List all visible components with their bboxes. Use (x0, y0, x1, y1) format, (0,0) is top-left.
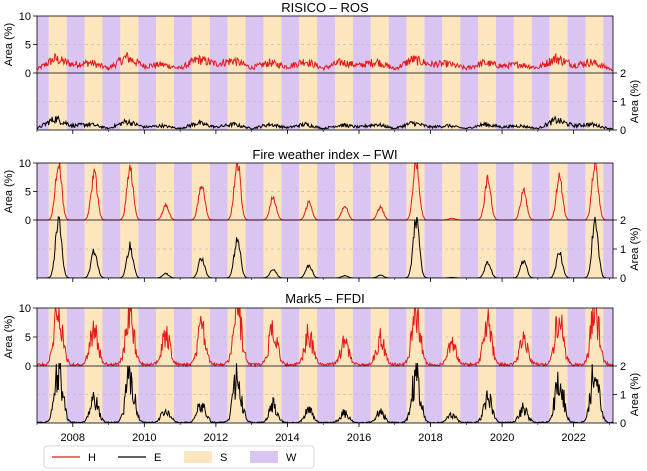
y-tick-label-left: 0 (25, 68, 31, 80)
series-H-line-2 (37, 308, 613, 368)
y-tick-label-right: 0 (620, 273, 626, 285)
y-tick-label-left: 10 (19, 303, 31, 315)
winter-band-lower-0-2020 (531, 73, 550, 130)
summer-band-lower-0-2020 (513, 73, 532, 130)
y-axis-label-right-0: Area (%) (629, 80, 641, 123)
x-tick-label-2020: 2020 (490, 432, 514, 444)
chart-title-2: Mark5 – FFDI (285, 291, 364, 306)
winter-band-upper-0-2021 (567, 16, 586, 73)
y-tick-label-left: 5 (25, 40, 31, 52)
y-tick-label-right: 2 (620, 215, 626, 227)
winter-band-upper-1-2020 (531, 163, 550, 220)
winter-band-upper-1-2019 (496, 163, 514, 220)
legend-label-W: W (286, 452, 297, 464)
winter-band-lower-0-2021 (567, 73, 586, 130)
legend-label-S: S (220, 452, 227, 464)
y-tick-label-right: 0 (620, 125, 626, 137)
chart-title-1: Fire weather index – FWI (252, 147, 397, 162)
winter-band-lower-1-2020 (531, 220, 550, 278)
y-tick-label-left: 5 (25, 332, 31, 344)
y-axis-label-right-2: Area (%) (629, 373, 641, 416)
winter-band-upper-2-2019 (496, 308, 514, 366)
legend-label-E: E (154, 452, 161, 464)
winter-band-upper-2-2020 (531, 308, 550, 366)
axis-frame-2 (36, 307, 614, 424)
winter-band-lower-2-2019 (496, 366, 514, 423)
y-tick-label-right: 1 (620, 97, 626, 109)
winter-band-upper-0-2006 (37, 16, 49, 73)
summer-band-lower-0-2022 (585, 73, 604, 130)
legend-label-H: H (88, 452, 96, 464)
legend-frame (43, 445, 315, 469)
y-tick-label-left: 0 (25, 361, 31, 373)
winter-band-lower-2-2020 (531, 366, 550, 423)
legend-swatch-W (250, 451, 278, 463)
y-tick-label-left: 0 (25, 215, 31, 227)
x-tick-label-2014: 2014 (275, 432, 299, 444)
summer-band-lower-1-2021 (549, 220, 568, 278)
winter-band-lower-2-2006 (37, 366, 49, 423)
series-E-line-0 (37, 114, 613, 130)
winter-band-lower-1-2021 (567, 220, 586, 278)
winter-band-upper-0-2020 (531, 16, 550, 73)
winter-band-upper-0-2019 (496, 16, 514, 73)
y-axis-label-left-1: Area (%) (3, 170, 15, 213)
y-tick-label-right: 1 (620, 390, 626, 402)
summer-band-lower-2-2022 (585, 366, 604, 423)
summer-band-lower-0-2021 (549, 73, 568, 130)
x-tick-label-2012: 2012 (204, 432, 228, 444)
y-tick-label-left: 10 (19, 158, 31, 170)
x-tick-label-2010: 2010 (132, 432, 156, 444)
x-tick-label-2016: 2016 (347, 432, 371, 444)
winter-band-upper-2-2021 (567, 308, 586, 366)
winter-band-lower-0-2019 (496, 73, 514, 130)
y-tick-label-left: 10 (19, 11, 31, 23)
summer-band-lower-1-2020 (513, 220, 532, 278)
y-axis-label-left-0: Area (%) (3, 23, 15, 66)
x-tick-label-2018: 2018 (418, 432, 442, 444)
summer-band-lower-2-2020 (513, 366, 532, 423)
y-tick-label-right: 0 (620, 418, 626, 430)
summer-band-upper-0-2022 (585, 16, 604, 73)
y-axis-label-right-1: Area (%) (629, 227, 641, 270)
summer-band-upper-1-2021 (549, 163, 568, 220)
y-tick-label-right: 2 (620, 361, 626, 373)
y-tick-label-right: 1 (620, 244, 626, 256)
series-H-line-0 (37, 52, 613, 72)
series-E-line-1 (37, 216, 613, 278)
legend-swatch-S (184, 451, 212, 463)
winter-band-lower-1-2019 (496, 220, 514, 278)
chart-title-0: RISICO – ROS (281, 0, 369, 15)
x-tick-label-2008: 2008 (61, 432, 85, 444)
y-tick-label-left: 5 (25, 187, 31, 199)
summer-band-upper-0-2020 (513, 16, 532, 73)
winter-band-lower-0-2006 (37, 73, 49, 130)
winter-band-upper-1-2021 (567, 163, 586, 220)
winter-band-upper-1-2006 (37, 163, 49, 220)
summer-band-upper-2-2021 (549, 308, 568, 366)
y-tick-label-right: 2 (620, 68, 626, 80)
y-axis-label-left-2: Area (%) (3, 315, 15, 358)
winter-band-lower-1-2006 (37, 220, 49, 278)
series-E-line-2 (37, 362, 613, 423)
winter-band-upper-2-2006 (37, 308, 49, 366)
axis-frame-1 (36, 162, 614, 279)
winter-band-lower-2-2021 (567, 366, 586, 423)
x-tick-label-2022: 2022 (561, 432, 585, 444)
